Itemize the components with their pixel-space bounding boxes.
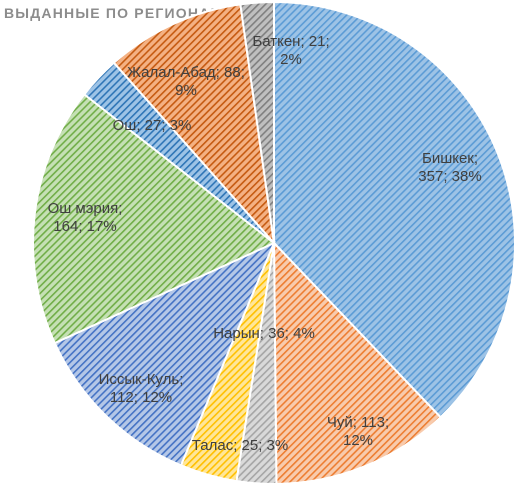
slice-label-extra-0: Нарын; 36; 4% bbox=[213, 325, 315, 342]
slice-label-7-line: 9% bbox=[175, 82, 197, 99]
pie-slice-Чуй bbox=[272, 240, 442, 486]
slice-label-7-line: Жалал-Абад; 88; bbox=[127, 64, 245, 81]
slice-label-7: Жалал-Абад; 88; 9% bbox=[127, 64, 245, 99]
slice-label-8: Баткен; 21; 2% bbox=[252, 33, 329, 68]
slice-label-4: Иссык-Куль; 112; 12% bbox=[99, 371, 184, 406]
pie-slice-Ош мэрия bbox=[32, 92, 276, 345]
slice-label-3-line: Талас; 25; 3% bbox=[192, 437, 288, 454]
slice-label-1-line: Чуй; 113; bbox=[327, 414, 389, 431]
slice-label-0-line: 357; 38% bbox=[418, 168, 481, 185]
slice-label-1: Чуй; 113; 12% bbox=[327, 414, 389, 449]
slice-label-0: Бишкек; 357; 38% bbox=[418, 150, 481, 185]
slice-label-1-line: 12% bbox=[343, 432, 373, 449]
slice-label-0-line: Бишкек; bbox=[422, 150, 478, 167]
slice-label-5-line: 164; 17% bbox=[53, 218, 116, 235]
slice-label-6: Ош; 27; 3% bbox=[113, 117, 192, 134]
pie-slice-Иссык-Куль bbox=[53, 241, 276, 467]
slice-label-5-line: Ош мэрия; bbox=[48, 200, 123, 217]
slice-label-8-line: Баткен; 21; bbox=[252, 33, 329, 50]
slice-label-4-line: 112; 12% bbox=[110, 389, 172, 406]
pie-slice-Баткен bbox=[239, 0, 275, 244]
slice-label-4-line: Иссык-Куль; bbox=[99, 371, 184, 388]
slice-label-extra-0-line: Нарын; 36; 4% bbox=[213, 325, 315, 342]
chart-title: ВЫДАННЫЕ ПО РЕГИОНАМ bbox=[4, 5, 224, 21]
slice-label-3: Талас; 25; 3% bbox=[192, 437, 288, 454]
pie-slice-Бишкек bbox=[273, 0, 516, 419]
slice-label-8-line: 2% bbox=[280, 51, 302, 68]
slice-label-5: Ош мэрия; 164; 17% bbox=[48, 200, 123, 235]
pie-slice-Жалал-Абад bbox=[112, 3, 276, 247]
slice-label-6-line: Ош; 27; 3% bbox=[113, 117, 192, 134]
